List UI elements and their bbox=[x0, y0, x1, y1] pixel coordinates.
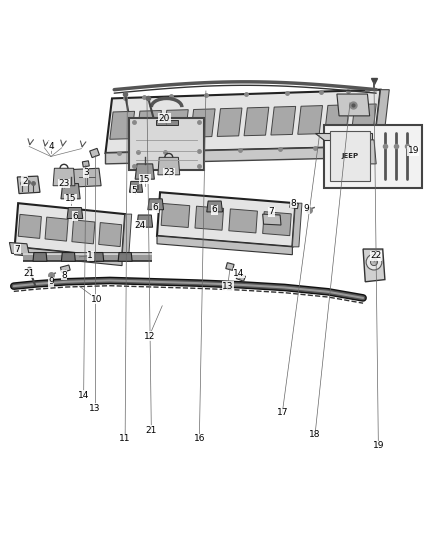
Text: 12: 12 bbox=[144, 332, 155, 341]
Text: 22: 22 bbox=[371, 251, 382, 260]
Polygon shape bbox=[195, 206, 223, 230]
Polygon shape bbox=[229, 209, 258, 233]
Polygon shape bbox=[290, 202, 298, 208]
Polygon shape bbox=[244, 107, 269, 136]
Polygon shape bbox=[157, 192, 295, 247]
Text: 6: 6 bbox=[72, 212, 78, 221]
Polygon shape bbox=[67, 207, 83, 219]
Polygon shape bbox=[330, 131, 370, 181]
Polygon shape bbox=[130, 181, 143, 192]
Polygon shape bbox=[207, 201, 223, 212]
Polygon shape bbox=[90, 253, 104, 261]
Polygon shape bbox=[10, 243, 29, 254]
Polygon shape bbox=[367, 140, 376, 164]
Text: 21: 21 bbox=[23, 269, 35, 278]
Text: 8: 8 bbox=[61, 271, 67, 280]
Polygon shape bbox=[110, 111, 134, 139]
Polygon shape bbox=[106, 90, 381, 153]
Polygon shape bbox=[148, 199, 163, 210]
Text: 2: 2 bbox=[22, 177, 28, 186]
Polygon shape bbox=[14, 203, 125, 258]
Polygon shape bbox=[337, 94, 370, 116]
Text: 17: 17 bbox=[276, 408, 288, 417]
Text: 4: 4 bbox=[48, 142, 54, 151]
Text: 6: 6 bbox=[153, 203, 159, 212]
Polygon shape bbox=[33, 253, 47, 261]
Polygon shape bbox=[14, 247, 122, 265]
Polygon shape bbox=[161, 204, 190, 228]
Text: 3: 3 bbox=[83, 168, 89, 177]
Polygon shape bbox=[226, 263, 234, 270]
Text: 20: 20 bbox=[159, 114, 170, 123]
Polygon shape bbox=[53, 168, 75, 185]
Polygon shape bbox=[324, 125, 422, 188]
Text: 23: 23 bbox=[163, 168, 174, 177]
Text: 9: 9 bbox=[48, 277, 54, 286]
Polygon shape bbox=[263, 212, 291, 236]
Polygon shape bbox=[61, 183, 80, 199]
Text: 23: 23 bbox=[58, 179, 70, 188]
Text: 16: 16 bbox=[194, 434, 205, 443]
Polygon shape bbox=[271, 107, 296, 135]
Polygon shape bbox=[45, 217, 68, 241]
Polygon shape bbox=[130, 118, 204, 171]
Polygon shape bbox=[217, 108, 242, 136]
Polygon shape bbox=[363, 249, 385, 282]
Polygon shape bbox=[137, 110, 162, 139]
Text: 15: 15 bbox=[65, 195, 76, 203]
Polygon shape bbox=[72, 220, 95, 244]
Polygon shape bbox=[99, 223, 122, 247]
Text: 13: 13 bbox=[89, 404, 100, 413]
Polygon shape bbox=[263, 214, 281, 225]
Text: 19: 19 bbox=[407, 146, 419, 155]
Polygon shape bbox=[61, 253, 75, 261]
Polygon shape bbox=[106, 147, 374, 164]
Text: 14: 14 bbox=[78, 391, 89, 400]
Polygon shape bbox=[135, 164, 154, 179]
Polygon shape bbox=[163, 110, 188, 138]
Polygon shape bbox=[90, 148, 99, 158]
Polygon shape bbox=[137, 215, 152, 227]
Text: 9: 9 bbox=[304, 204, 309, 213]
Polygon shape bbox=[60, 265, 70, 272]
Polygon shape bbox=[82, 161, 89, 167]
Text: 6: 6 bbox=[212, 205, 218, 214]
Polygon shape bbox=[155, 120, 177, 125]
Polygon shape bbox=[17, 176, 40, 193]
Text: 8: 8 bbox=[290, 199, 296, 208]
Polygon shape bbox=[315, 133, 372, 140]
Polygon shape bbox=[191, 109, 215, 137]
Polygon shape bbox=[158, 157, 180, 175]
Polygon shape bbox=[325, 105, 350, 134]
Polygon shape bbox=[71, 168, 101, 187]
Polygon shape bbox=[118, 253, 132, 261]
Text: 7: 7 bbox=[14, 245, 20, 254]
Text: 18: 18 bbox=[309, 430, 321, 439]
Text: 19: 19 bbox=[373, 441, 384, 450]
Polygon shape bbox=[298, 106, 322, 134]
Text: 24: 24 bbox=[135, 221, 146, 230]
Text: 11: 11 bbox=[120, 434, 131, 443]
Text: 13: 13 bbox=[222, 281, 233, 290]
Polygon shape bbox=[122, 214, 132, 258]
Polygon shape bbox=[18, 214, 41, 238]
Text: 1: 1 bbox=[87, 251, 93, 260]
Polygon shape bbox=[351, 104, 376, 133]
Text: 7: 7 bbox=[268, 207, 274, 216]
Polygon shape bbox=[157, 236, 292, 255]
Text: 14: 14 bbox=[233, 269, 244, 278]
Polygon shape bbox=[236, 273, 245, 281]
Polygon shape bbox=[374, 90, 389, 147]
Text: JEEP: JEEP bbox=[341, 154, 359, 159]
Circle shape bbox=[366, 254, 382, 270]
Circle shape bbox=[371, 259, 378, 265]
Text: 10: 10 bbox=[91, 295, 102, 304]
Text: 15: 15 bbox=[139, 175, 151, 184]
Text: 21: 21 bbox=[146, 426, 157, 435]
Polygon shape bbox=[292, 203, 302, 247]
Text: 5: 5 bbox=[131, 185, 137, 195]
